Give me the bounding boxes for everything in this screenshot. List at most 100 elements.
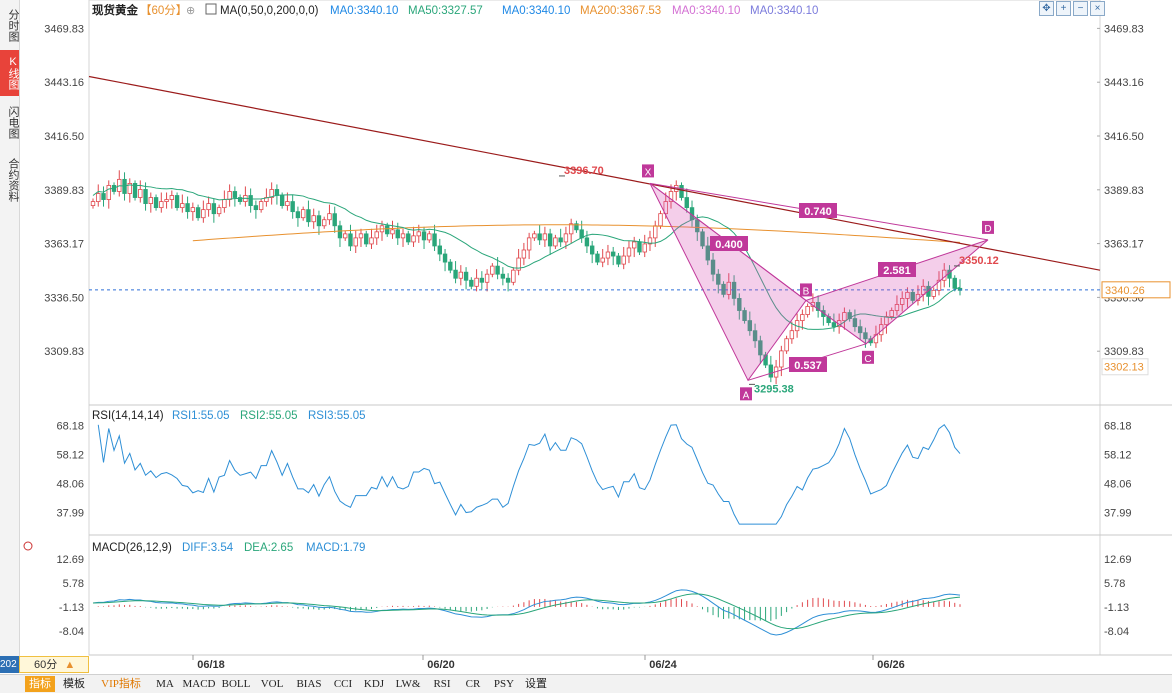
candle-body <box>768 364 774 378</box>
current-price-label: 3340.26 <box>1105 285 1145 297</box>
tab-flash[interactable]: 闪电图 <box>7 105 19 139</box>
macd-histogram <box>97 597 961 621</box>
candle-body <box>206 203 211 211</box>
rsi-series-label: RSI3:55.05 <box>308 410 366 422</box>
price-annotation: 3350.12 <box>959 255 999 267</box>
candle-body <box>300 209 306 219</box>
rsi-y-tick-right: 48.06 <box>1104 479 1132 491</box>
indicator-tab[interactable]: CR <box>465 678 481 690</box>
indicator-tab[interactable]: KDJ <box>363 678 385 690</box>
ma50-line <box>92 184 961 330</box>
candle-body <box>605 251 611 259</box>
candle-body <box>274 189 280 196</box>
indicator-tab[interactable]: CCI <box>333 678 353 690</box>
indicator-tab[interactable]: 指标 <box>25 676 55 692</box>
candle-body <box>490 265 495 275</box>
candle-body <box>390 229 395 235</box>
harmonic-ratio-box <box>710 236 748 251</box>
indicator-tab[interactable]: VIP指标 <box>101 678 141 690</box>
candle-body <box>716 273 721 285</box>
candle-body <box>285 201 290 207</box>
candle-body <box>153 197 159 209</box>
macd-y-tick-right: -8.04 <box>1104 626 1129 638</box>
ma-title: MA(0,50,0,200,0,0) <box>220 5 319 17</box>
y-tick-label-left: 3416.50 <box>44 131 84 143</box>
candle-body <box>201 209 206 219</box>
low-price-label: 3302.13 <box>1104 362 1144 374</box>
candle-body <box>695 219 700 233</box>
indicator-tab[interactable]: BIAS <box>296 678 322 690</box>
candle-body <box>616 255 621 265</box>
macd-title: MACD(26,12,9) <box>92 542 172 554</box>
y-tick-label-right: 3363.17 <box>1104 239 1144 251</box>
candle-body <box>395 229 400 239</box>
candle-body <box>842 312 847 322</box>
indicator-tab[interactable]: 模板 <box>63 678 85 690</box>
candle-body <box>138 189 143 198</box>
ma-value-label: MA0:3340.10 <box>502 5 570 17</box>
harmonic-ratio-label: 2.581 <box>883 265 911 277</box>
indicator-icon <box>205 3 217 15</box>
rsi-y-tick-right: 37.99 <box>1104 508 1132 520</box>
y-tick-label-left: 3469.83 <box>44 23 84 35</box>
indicator-tab[interactable]: 设置 <box>525 678 547 690</box>
candle-body <box>421 231 427 241</box>
candle-body <box>222 199 227 209</box>
plot-frame <box>88 0 1101 656</box>
indicator-tab[interactable]: LW& <box>395 678 421 690</box>
move-icon[interactable]: ✥ <box>1039 1 1054 16</box>
candle-body <box>742 310 747 322</box>
candle-body <box>936 279 942 291</box>
period-label: 60分 <box>34 659 58 671</box>
y-tick-label-left: 3363.17 <box>44 239 84 251</box>
candle-body <box>931 289 936 297</box>
close-icon[interactable]: × <box>1090 1 1105 16</box>
candle-body <box>952 277 957 289</box>
candle-body <box>190 207 196 213</box>
candle-body <box>926 285 931 297</box>
tab-timeshare[interactable]: 分时图 <box>7 8 19 42</box>
tab-contract-info[interactable]: 合约资料 <box>7 158 19 202</box>
candle-body <box>321 219 327 227</box>
candle-body <box>653 225 658 239</box>
rsi-line <box>97 424 961 525</box>
candle-body <box>663 201 668 215</box>
indicator-tab[interactable]: MACD <box>182 678 216 690</box>
indicator-tab[interactable]: PSY <box>493 678 515 690</box>
harmonic-ratio-label: 0.740 <box>804 206 832 218</box>
candle-body <box>789 330 795 340</box>
period-selector[interactable]: 60分 ▲ <box>19 656 89 673</box>
zoom-out-icon[interactable]: − <box>1073 1 1088 16</box>
x-tick-label: 06/26 <box>877 659 905 671</box>
candle-body <box>537 233 542 241</box>
indicator-tab[interactable]: MA <box>156 678 174 690</box>
indicator-tab[interactable]: VOL <box>260 678 284 690</box>
candle-body <box>269 189 274 198</box>
period-arrow-icon: ▲ <box>64 659 76 671</box>
indicator-tab[interactable]: RSI <box>433 678 451 690</box>
macd-y-tick-left: -8.04 <box>59 626 84 638</box>
indicator-tab[interactable]: BOLL <box>221 678 251 690</box>
candle-body <box>211 203 217 215</box>
candle-body <box>584 237 590 247</box>
candle-body <box>127 183 132 194</box>
candle-body <box>747 320 753 332</box>
candle-body <box>710 259 716 275</box>
harmonic-point-marker <box>800 283 812 297</box>
zoom-in-icon[interactable]: + <box>1056 1 1071 16</box>
candle-body <box>637 241 642 253</box>
candle-body <box>185 203 190 213</box>
ma-value-label: MA0:3340.10 <box>750 5 818 17</box>
rsi-y-tick-left: 37.99 <box>56 508 84 520</box>
harmonic-point-label: D <box>984 224 991 235</box>
rsi-y-tick-left: 48.06 <box>56 479 84 491</box>
candle-body <box>474 277 479 287</box>
candle-body <box>416 231 421 237</box>
candle-body <box>106 185 111 200</box>
view-tabs: 分时图 K线图 闪电图 合约资料 <box>0 0 20 656</box>
rsi-series-label: RSI1:55.05 <box>172 410 230 422</box>
tab-kline[interactable]: K线图 <box>0 50 19 96</box>
candle-body <box>358 233 364 239</box>
candle-body <box>143 189 148 204</box>
